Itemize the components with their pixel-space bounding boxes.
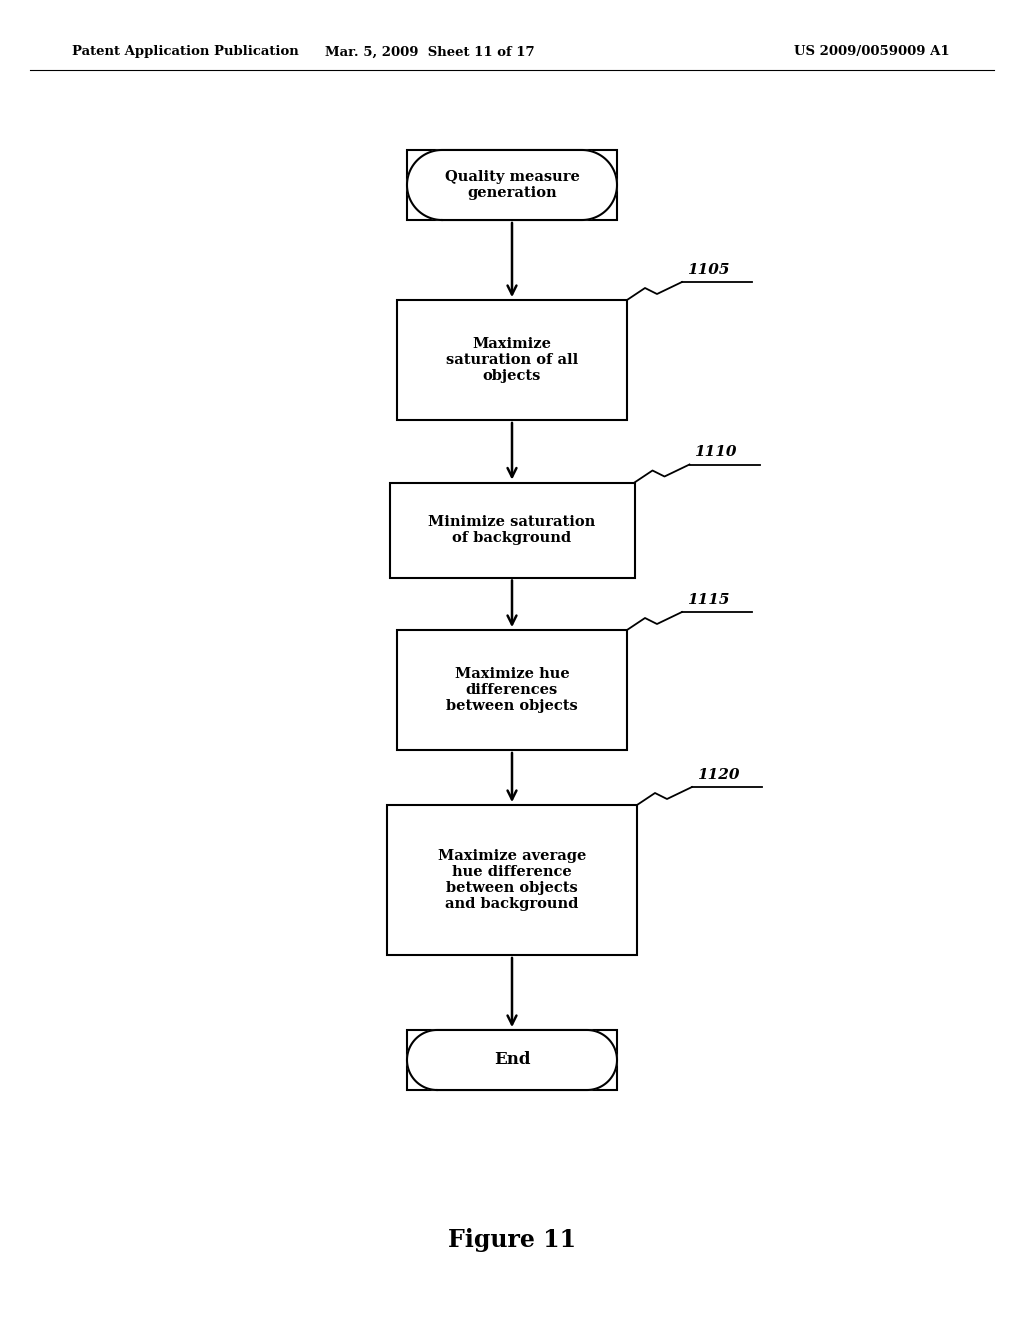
Text: End: End — [494, 1052, 530, 1068]
Text: 1110: 1110 — [694, 446, 737, 459]
Text: Figure 11: Figure 11 — [447, 1228, 577, 1251]
Bar — [389, 483, 635, 578]
Text: 1120: 1120 — [697, 768, 739, 781]
Text: US 2009/0059009 A1: US 2009/0059009 A1 — [795, 45, 950, 58]
Bar — [397, 630, 627, 750]
Text: Maximize
saturation of all
objects: Maximize saturation of all objects — [445, 337, 579, 383]
FancyBboxPatch shape — [407, 1030, 617, 1090]
Text: Minimize saturation
of background: Minimize saturation of background — [428, 515, 596, 545]
Text: Maximize average
hue difference
between objects
and background: Maximize average hue difference between … — [438, 849, 586, 911]
Text: 1105: 1105 — [687, 263, 729, 277]
Text: 1115: 1115 — [687, 593, 729, 607]
Bar — [397, 300, 627, 420]
Text: Quality measure
generation: Quality measure generation — [444, 170, 580, 201]
FancyBboxPatch shape — [407, 150, 617, 220]
Polygon shape — [407, 150, 617, 220]
Text: Mar. 5, 2009  Sheet 11 of 17: Mar. 5, 2009 Sheet 11 of 17 — [326, 45, 535, 58]
Bar — [387, 805, 637, 954]
Polygon shape — [407, 1030, 617, 1090]
Text: Maximize hue
differences
between objects: Maximize hue differences between objects — [446, 667, 578, 713]
Text: Patent Application Publication: Patent Application Publication — [72, 45, 299, 58]
